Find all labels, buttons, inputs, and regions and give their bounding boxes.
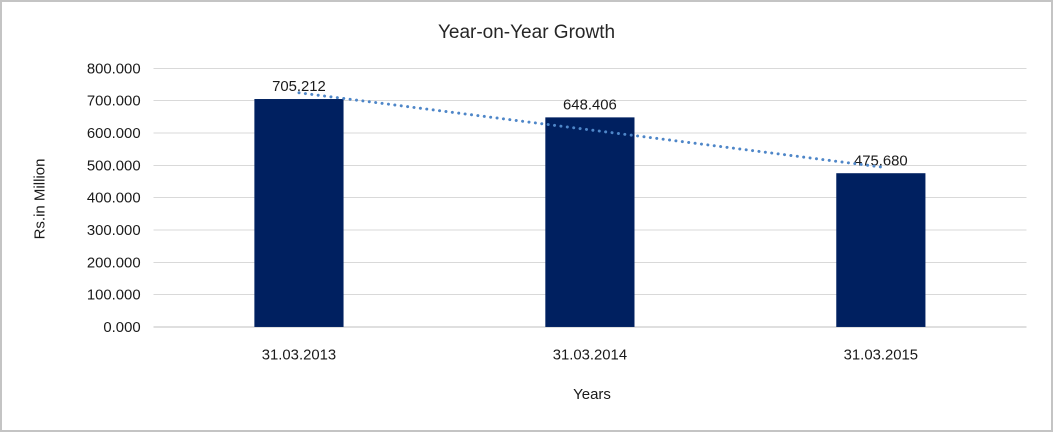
x-tick-label: 31.03.2014 (553, 348, 627, 364)
y-tick-label: 500.000 (87, 158, 141, 174)
y-tick-label: 700.000 (87, 94, 141, 110)
chart-title: Year-on-Year Growth (437, 22, 616, 43)
bar-31.03.2014 (545, 117, 635, 327)
y-tick-label: 400.000 (87, 191, 141, 207)
bar-31.03.2013 (254, 99, 344, 327)
y-tick-label: 0.000 (103, 320, 140, 336)
y-tick-label: 600.000 (87, 126, 141, 142)
x-tick-label: 31.03.2015 (844, 348, 918, 364)
x-tick-label: 31.03.2013 (262, 348, 336, 364)
x-axis-title: Years (573, 386, 611, 403)
y-tick-label: 100.000 (87, 288, 141, 304)
trendline (297, 91, 883, 169)
bar-value-label: 705.212 (272, 79, 326, 95)
y-tick-label: 800.000 (87, 61, 141, 77)
y-tick-label: 300.000 (87, 223, 141, 239)
bar-value-label: 648.406 (563, 97, 617, 113)
y-tick-label: 200.000 (87, 255, 141, 271)
bar-31.03.2015 (836, 173, 926, 327)
